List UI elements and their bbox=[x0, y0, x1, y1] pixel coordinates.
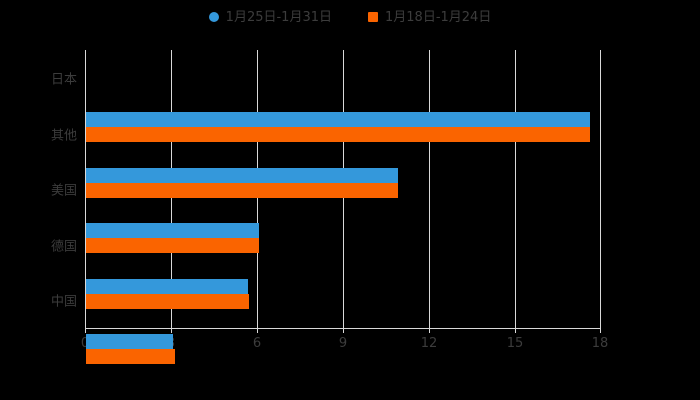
bar-其他-series-1[interactable] bbox=[86, 183, 398, 198]
plot-area: 0 3 6 9 12 15 18 bbox=[81, 50, 608, 364]
x-tick-mark-0 bbox=[85, 328, 86, 333]
y-axis-label-4: 中国 bbox=[50, 294, 77, 310]
bar-美国-series-1[interactable] bbox=[86, 238, 260, 253]
bar-德国-series-0[interactable] bbox=[86, 279, 248, 294]
gridline-18 bbox=[600, 50, 601, 328]
legend-marker-square-icon bbox=[368, 12, 378, 22]
legend-item-series-1[interactable]: 1月18日-1月24日 bbox=[368, 11, 491, 24]
bar-中国-series-1[interactable] bbox=[86, 349, 175, 364]
x-tick-label-12: 12 bbox=[420, 336, 438, 351]
x-tick-mark-12 bbox=[429, 328, 430, 333]
y-axis-label-1: 其他 bbox=[50, 128, 77, 144]
gridline-15 bbox=[515, 50, 516, 328]
legend-marker-circle-icon bbox=[208, 12, 219, 22]
x-tick-label-6: 6 bbox=[252, 336, 262, 351]
bar-中国-series-0[interactable] bbox=[86, 334, 174, 349]
y-axis-label-0: 日本 bbox=[50, 72, 77, 88]
bar-美国-series-0[interactable] bbox=[86, 223, 260, 238]
x-tick-mark-15 bbox=[515, 328, 516, 333]
bar-其他-series-0[interactable] bbox=[86, 168, 398, 183]
x-tick-mark-9 bbox=[343, 328, 344, 333]
chart-legend: 1月25日-1月31日 1月18日-1月24日 bbox=[0, 6, 700, 28]
y-axis-label-2: 美国 bbox=[50, 183, 77, 199]
legend-item-series-0[interactable]: 1月25日-1月31日 bbox=[208, 9, 332, 25]
x-tick-label-9: 9 bbox=[338, 336, 348, 351]
legend-label-series-0: 1月25日-1月31日 bbox=[225, 9, 332, 25]
x-tick-mark-6 bbox=[257, 328, 258, 333]
x-tick-mark-3 bbox=[171, 328, 172, 333]
x-tick-label-15: 15 bbox=[506, 336, 524, 351]
y-axis-label-3: 德国 bbox=[50, 239, 77, 255]
bar-日本-series-1[interactable] bbox=[86, 127, 590, 142]
bar-日本-series-0[interactable] bbox=[86, 112, 590, 127]
x-tick-label-0: 0 bbox=[80, 336, 90, 351]
legend-label-series-1: 1月18日-1月24日 bbox=[385, 9, 492, 25]
x-tick-mark-18 bbox=[600, 328, 601, 333]
gridline-12 bbox=[429, 50, 430, 328]
bar-德国-series-1[interactable] bbox=[86, 294, 250, 309]
x-tick-label-18: 18 bbox=[591, 336, 609, 351]
y-axis-line bbox=[85, 50, 86, 328]
